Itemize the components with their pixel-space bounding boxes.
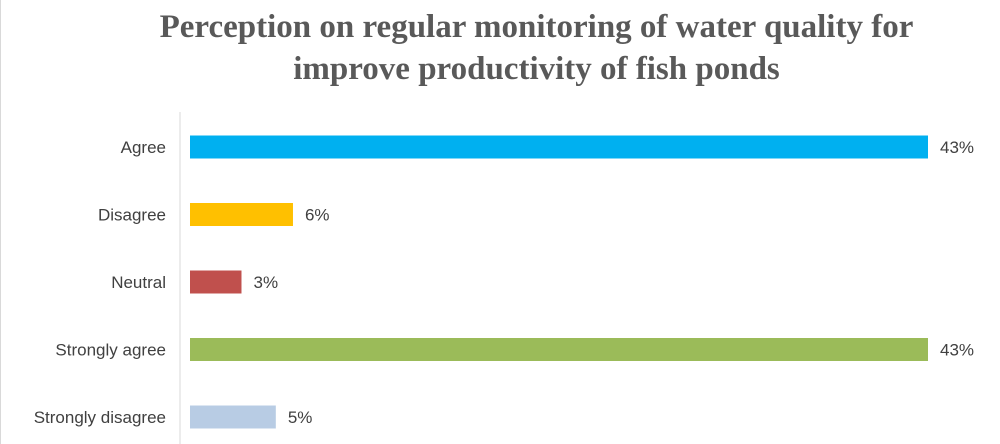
chart-title-line-1: Perception on regular monitoring of wate…	[159, 9, 914, 45]
bar-agree	[190, 135, 928, 159]
left-border	[0, 0, 1, 444]
bar-neutral	[190, 270, 242, 294]
category-label-strongly-agree: Strongly agree	[55, 341, 166, 360]
bar-disagree	[190, 203, 293, 226]
category-label-agree: Agree	[121, 138, 166, 157]
value-label-strongly-disagree: 5%	[288, 408, 313, 427]
value-label-disagree: 6%	[305, 206, 330, 225]
chart-title-line-2: improve productivity of fish ponds	[293, 51, 780, 87]
value-label-strongly-agree: 43%	[940, 341, 974, 360]
bar-strongly-disagree	[190, 405, 276, 429]
value-label-neutral: 3%	[253, 273, 278, 292]
bars-group: Agree 43% Disagree 6% Neutral 3% Strongly agre…	[34, 135, 974, 429]
bar-strongly-agree	[190, 338, 928, 361]
chart-title: Perception on regular monitoring of wate…	[0, 6, 1000, 90]
category-label-neutral: Neutral	[111, 273, 166, 292]
category-label-strongly-disagree: Strongly disagree	[34, 408, 166, 427]
category-label-disagree: Disagree	[98, 206, 166, 225]
value-label-agree: 43%	[940, 138, 974, 157]
